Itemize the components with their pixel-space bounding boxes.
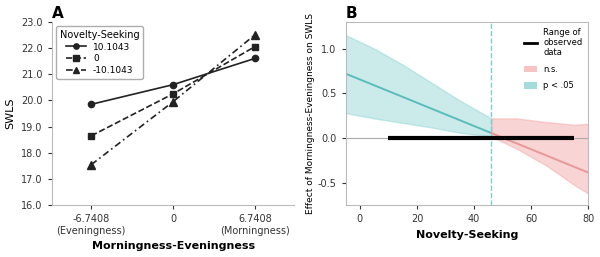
- Line: -10.1043: -10.1043: [88, 31, 259, 168]
- Line: 10.1043: 10.1043: [88, 55, 258, 107]
- -10.1043: [251, 33, 259, 36]
- Y-axis label: SWLS: SWLS: [5, 98, 16, 129]
- Legend: Range of
observed
data, n.s., p < .05: Range of observed data, n.s., p < .05: [521, 24, 586, 94]
- Legend: 10.1043, 0, -10.1043: 10.1043, 0, -10.1043: [56, 26, 143, 79]
- Line: 0: 0: [88, 43, 258, 139]
- Text: B: B: [346, 6, 357, 21]
- X-axis label: Novelty-Seeking: Novelty-Seeking: [416, 230, 518, 240]
- Y-axis label: Effect of Morningness-Eveningness on SWLS: Effect of Morningness-Eveningness on SWL…: [306, 13, 315, 214]
- 0: [169, 92, 176, 95]
- -10.1043: [88, 163, 95, 166]
- Text: A: A: [52, 6, 64, 21]
- 0: [251, 45, 259, 48]
- 10.1043: [88, 103, 95, 106]
- 10.1043: [169, 83, 176, 86]
- -10.1043: [169, 100, 176, 103]
- 0: [88, 134, 95, 137]
- X-axis label: Morningness-Eveningness: Morningness-Eveningness: [92, 241, 254, 251]
- 10.1043: [251, 57, 259, 60]
